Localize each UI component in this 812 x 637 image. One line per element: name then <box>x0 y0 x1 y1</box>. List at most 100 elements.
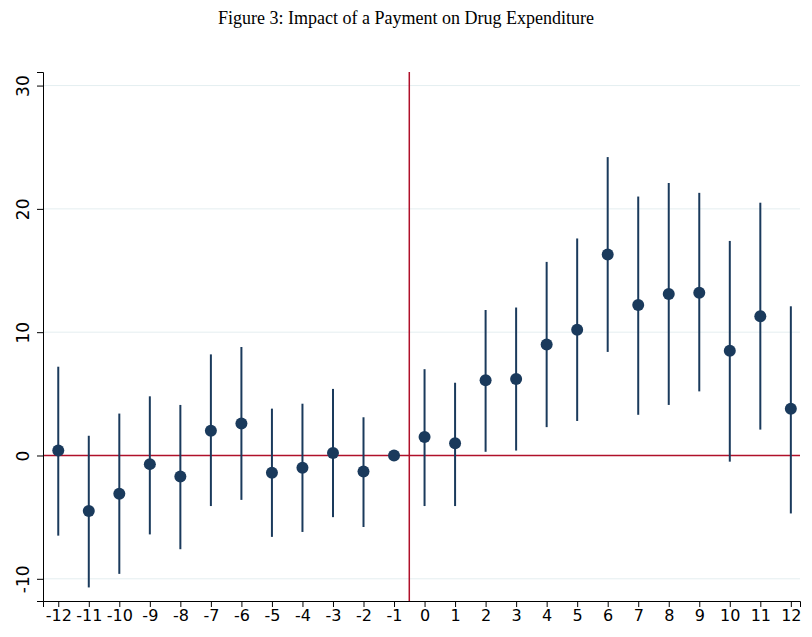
point <box>358 466 370 478</box>
y-tick: 10 <box>13 322 43 344</box>
x-tick: 11 <box>751 601 771 625</box>
x-tick-label: 3 <box>512 606 522 625</box>
x-axis: -12-11-10-9-8-7-6-5-4-3-2-10123456789101… <box>44 601 802 625</box>
x-tick: 10 <box>720 601 740 625</box>
x-tick-label: 4 <box>542 606 552 625</box>
x-tick: 2 <box>481 601 491 625</box>
x-tick-label: -8 <box>173 606 189 625</box>
x-tick-label: -1 <box>387 606 403 625</box>
grid-line <box>43 85 800 86</box>
x-tick-label: 5 <box>573 606 583 625</box>
title: Figure 3: Impact of a Payment on Drug Ex… <box>218 8 594 28</box>
point <box>296 462 308 474</box>
point <box>449 437 461 449</box>
y-tick-mark <box>37 579 43 580</box>
x-tick-label: -4 <box>295 606 311 625</box>
x-tick-label: 12 <box>781 606 801 625</box>
y-tick: -10 <box>13 565 43 593</box>
y-tick: 30 <box>13 75 43 97</box>
x-tick: -11 <box>76 601 102 625</box>
point <box>83 505 95 517</box>
point <box>266 467 278 479</box>
x-tick-label: 7 <box>634 606 644 625</box>
x-tick: -7 <box>203 601 219 625</box>
x-tick: 8 <box>664 601 674 625</box>
y-tick-label: 10 <box>13 322 33 344</box>
y-tick-label: 20 <box>13 199 33 221</box>
point <box>113 488 125 500</box>
x-tick-label: -5 <box>264 606 280 625</box>
point <box>419 431 431 443</box>
x-tick: -6 <box>234 601 250 625</box>
point <box>205 425 217 437</box>
y-tick-label: 0 <box>13 451 33 462</box>
grid <box>43 86 800 579</box>
x-tick-label: 9 <box>695 606 705 625</box>
y-axis-line <box>37 73 44 602</box>
x-tick-label: -6 <box>234 606 250 625</box>
x-tick-label: 8 <box>664 606 674 625</box>
x-tick: 7 <box>634 601 644 625</box>
y-tick-mark <box>37 332 43 333</box>
point <box>693 287 705 299</box>
x-tick-label: -3 <box>326 606 342 625</box>
error-bars <box>58 157 791 587</box>
y-axis: -10 0 10 20 30 <box>13 73 44 602</box>
point <box>388 449 400 461</box>
grid-line <box>43 208 800 209</box>
point <box>785 403 797 415</box>
points <box>52 248 797 516</box>
x-tick: -12 <box>46 601 72 625</box>
point <box>541 339 553 351</box>
point <box>52 445 64 457</box>
point <box>144 458 156 470</box>
x-tick: 9 <box>695 601 705 625</box>
x-tick: -2 <box>356 601 372 625</box>
point <box>602 248 614 260</box>
x-tick-label: 0 <box>420 606 430 625</box>
x-tick-label: -2 <box>356 606 372 625</box>
y-tick: 0 <box>13 451 43 462</box>
y-tick-mark <box>37 455 43 456</box>
point <box>327 447 339 459</box>
x-tick-label: 10 <box>720 606 740 625</box>
reference-line <box>43 455 800 457</box>
x-tick: -10 <box>107 601 133 625</box>
x-tick: -9 <box>142 601 158 625</box>
x-tick: 0 <box>420 601 430 625</box>
x-tick: -3 <box>326 601 342 625</box>
x-tick-label: -9 <box>142 606 158 625</box>
reference-line <box>409 72 411 601</box>
x-tick-label: -7 <box>203 606 219 625</box>
point <box>632 299 644 311</box>
y-tick-label: -10 <box>13 565 33 593</box>
x-tick: 5 <box>573 601 583 625</box>
y-tick: 20 <box>13 199 43 221</box>
y-tick-mark <box>37 209 43 210</box>
point <box>754 310 766 322</box>
x-tick: -5 <box>264 601 280 625</box>
x-tick: -8 <box>173 601 189 625</box>
grid-line <box>43 455 800 456</box>
chart: Figure 3: Impact of a Payment on Drug Ex… <box>0 0 812 637</box>
point <box>724 345 736 357</box>
point <box>174 470 186 482</box>
grid-line <box>43 578 800 579</box>
y-tick-label: 30 <box>13 75 33 97</box>
point <box>235 417 247 429</box>
point <box>510 373 522 385</box>
x-tick: 3 <box>512 601 522 625</box>
x-tick-label: 2 <box>481 606 491 625</box>
y-tick-mark <box>37 86 43 87</box>
x-tick: -1 <box>387 601 403 625</box>
point <box>663 288 675 300</box>
x-tick: 6 <box>603 601 613 625</box>
x-tick-label: 1 <box>450 606 460 625</box>
x-tick-label: 11 <box>751 606 771 625</box>
point <box>480 374 492 386</box>
x-tick-label: 6 <box>603 606 613 625</box>
x-tick-label: -10 <box>107 606 133 625</box>
x-tick: -4 <box>295 601 311 625</box>
point <box>571 324 583 336</box>
x-tick: 4 <box>542 601 552 625</box>
